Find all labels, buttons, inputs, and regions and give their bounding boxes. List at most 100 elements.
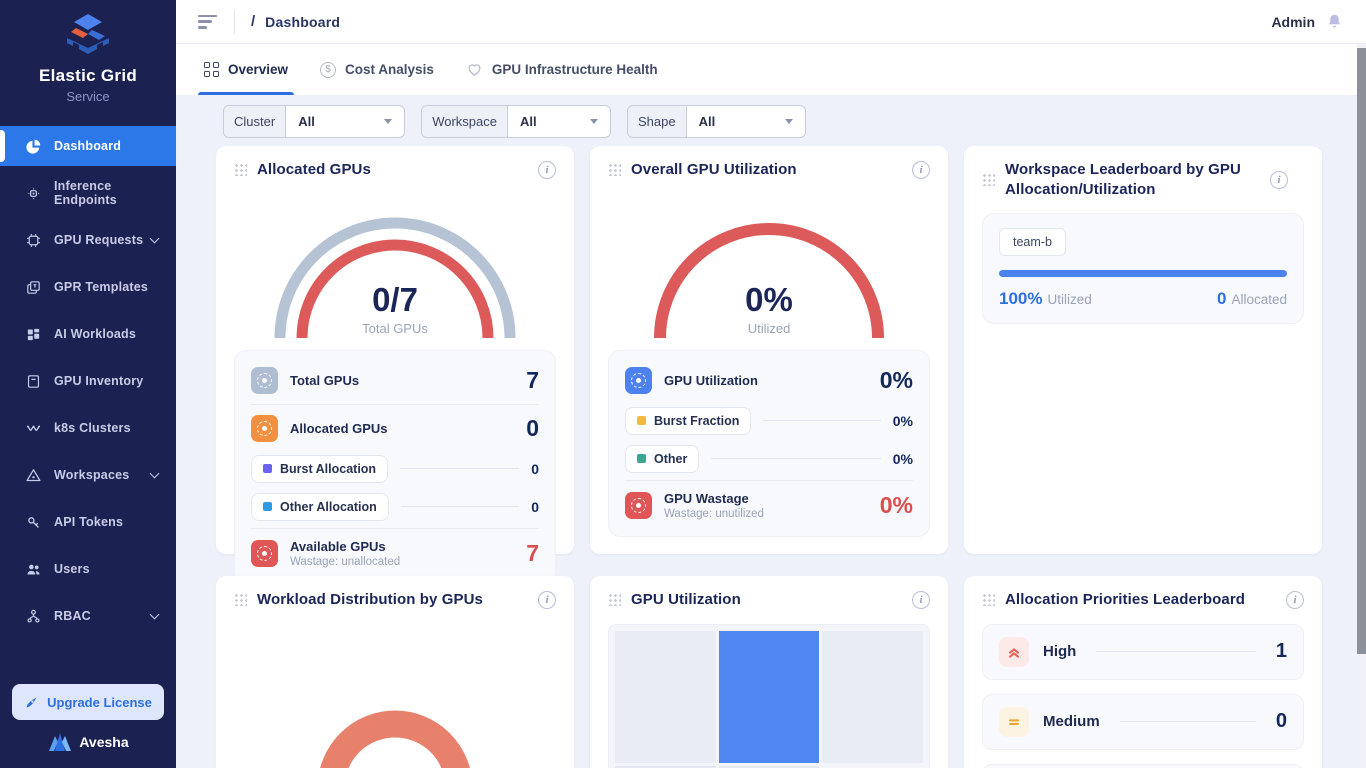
avesha-label: Avesha [79,734,128,750]
tab-label: Overview [228,62,288,77]
legend-swatch [263,502,272,511]
sidebar-item-workspaces[interactable]: Workspaces [0,455,176,495]
utilization-progress-bar [999,270,1287,277]
drag-handle-icon[interactable] [234,593,247,606]
equals-icon [999,707,1029,737]
caret-down-icon [785,119,793,124]
scrollbar-thumb[interactable] [1357,48,1366,654]
stat-row-burst-allocation: Burst Allocation 0 [251,450,539,488]
avesha-crown-icon [47,732,73,752]
priority-row-high: High 1 [982,624,1304,680]
info-icon[interactable]: i [912,591,930,609]
card-allocated-gpus: Allocated GPUs i 0/7 Total GPUs [216,146,574,554]
sidebar-item-label: RBAC [54,609,91,623]
treemap-cell-active[interactable] [719,631,820,763]
drag-handle-icon[interactable] [234,163,247,176]
gpu-chip-icon [625,492,652,519]
brand-subtitle: Service [0,89,176,104]
bell-icon[interactable] [1325,12,1344,31]
workspace-entry: team-b 100%Utilized 0Allocated [982,213,1304,324]
sidebar-item-gpu-inventory[interactable]: GPU Inventory [0,361,176,401]
upgrade-license-button[interactable]: Upgrade License [12,684,164,720]
card-overall-gpu-utilization: Overall GPU Utilization i 0% Utilized [590,146,948,554]
allocated-gpus-stats: Total GPUs 7 Allocated GPUs 0 Burst Allo… [234,350,556,585]
drag-handle-icon[interactable] [608,593,621,606]
sidebar-nav: Dashboard Inference Endpoints GPU Reques… [0,126,176,674]
stat-value: 0% [880,492,913,519]
drag-handle-icon[interactable] [982,593,995,606]
tab-gpu-infrastructure-health[interactable]: GPU Infrastructure Health [466,44,658,95]
cluster-select[interactable]: All [286,106,404,137]
hamburger-menu-icon[interactable] [198,15,218,29]
drag-handle-icon[interactable] [608,163,621,176]
card-title: GPU Utilization [631,590,902,610]
gauge-caption: Utilized [619,321,919,336]
gpu-chip-icon [251,367,278,394]
stat-value: 0 [531,461,539,477]
stat-label: Available GPUs [290,539,386,554]
breadcrumb-slash: / [251,13,255,30]
stat-row-gpu-wastage: GPU Wastage Wastage: unutilized 0% [625,483,913,528]
sidebar-item-gpr-templates[interactable]: GPR Templates [0,267,176,307]
cards-grid: Allocated GPUs i 0/7 Total GPUs [216,146,1350,768]
topbar: / Dashboard Admin [176,0,1366,44]
card-workload-distribution: Workload Distribution by GPUs i 1 Runnin… [216,576,574,768]
stat-value: 7 [526,367,539,394]
sidebar-item-label: API Tokens [54,515,123,529]
tab-overview[interactable]: Overview [204,44,288,95]
allocated-gpus-gauge: 0/7 Total GPUs [245,190,545,342]
workload-donut-chart: 1 Running GPUs [311,704,479,768]
workspace-select[interactable]: All [508,106,610,137]
inventory-icon [24,372,42,390]
sidebar-item-dashboard[interactable]: Dashboard [0,126,176,166]
chevron-down-icon [150,469,160,479]
elastic-grid-logo-icon [59,12,117,60]
utilized-value: 100% [999,289,1042,308]
pie-chart-icon [24,137,42,155]
vertical-scrollbar[interactable] [1357,44,1366,768]
priority-value: 1 [1276,640,1287,663]
tab-cost-analysis[interactable]: $ Cost Analysis [320,44,434,95]
sidebar-item-label: AI Workloads [54,327,136,341]
topbar-divider [234,10,235,34]
stat-label: Other Allocation [280,500,377,514]
treemap-cell-idle[interactable] [615,631,716,763]
sidebar-item-api-tokens[interactable]: API Tokens [0,502,176,542]
gpu-utilization-treemap [608,624,930,768]
sidebar-item-rbac[interactable]: RBAC [0,596,176,636]
info-icon[interactable]: i [1270,171,1288,189]
stat-row-allocated-gpus: Allocated GPUs 0 [251,407,539,450]
allocated-value: 0 [1217,289,1226,308]
sidebar-item-inference-endpoints[interactable]: Inference Endpoints [0,173,176,213]
priority-label: High [1043,643,1076,660]
stat-value: 0% [893,451,913,467]
chevron-down-icon [150,234,160,244]
info-icon[interactable]: i [538,161,556,179]
divider [625,480,913,481]
shape-select[interactable]: All [687,106,805,137]
avesha-logo: Avesha [0,732,176,768]
key-icon [24,513,42,531]
sidebar-item-k8s-clusters[interactable]: k8s Clusters [0,408,176,448]
leader-line [401,506,519,507]
info-icon[interactable]: i [912,161,930,179]
sidebar-item-users[interactable]: Users [0,549,176,589]
clusters-icon [24,419,42,437]
stat-sublabel: Wastage: unutilized [664,508,868,520]
sidebar-item-ai-workloads[interactable]: AI Workloads [0,314,176,354]
filter-label: Cluster [224,106,286,137]
workspace-name-chip: team-b [999,228,1066,256]
sidebar-item-gpu-requests[interactable]: GPU Requests [0,220,176,260]
priority-row-partial [982,764,1304,768]
sidebar-item-label: Dashboard [54,139,121,153]
user-menu-label[interactable]: Admin [1271,14,1315,30]
info-icon[interactable]: i [1286,591,1304,609]
priority-value: 0 [1276,710,1287,733]
info-icon[interactable]: i [538,591,556,609]
users-icon [24,560,42,578]
drag-handle-icon[interactable] [982,173,995,186]
legend-swatch [637,454,646,463]
treemap-cell-idle[interactable] [822,631,923,763]
filter-cluster: Cluster All [223,105,405,138]
leader-line [1096,651,1256,652]
